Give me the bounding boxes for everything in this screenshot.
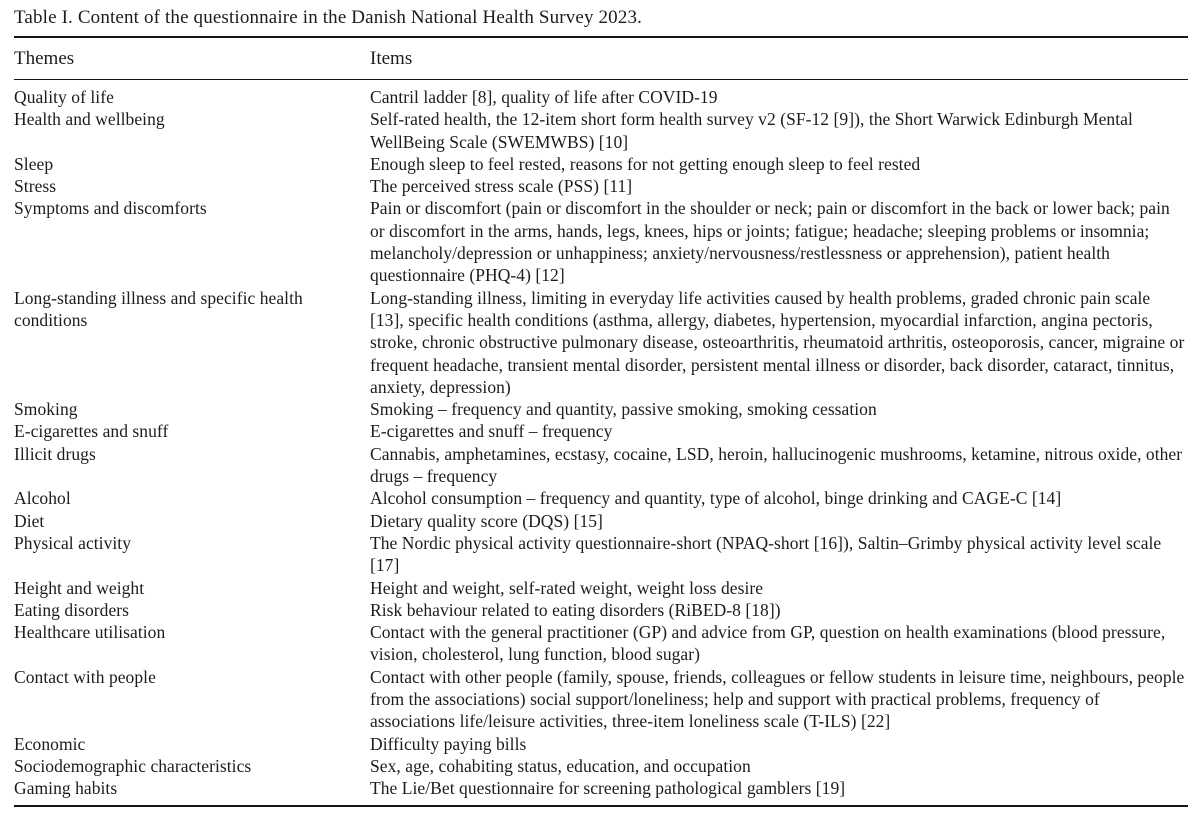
theme-cell: Physical activity [14,532,132,553]
theme-cell: Long-standing illness and specific healt… [14,287,303,330]
theme-cell: Sociodemographic characteristics [14,755,252,776]
questionnaire-content-table: Themes Items Quality of life Cantril lad… [14,36,1188,807]
items-cell: The Nordic physical activity questionnai… [370,532,1162,576]
items-cell: The perceived stress scale (PSS) [11] [370,176,633,197]
theme-cell: Healthcare utilisation [14,622,166,643]
items-cell: Long-standing illness, limiting in every… [370,287,1185,397]
items-cell: Contact with the general practitioner (G… [370,622,1166,665]
theme-cell: Health and wellbeing [14,109,165,130]
table-row: E-cigarettes and snuff E-cigarettes and … [14,420,1188,442]
theme-cell: Smoking [14,399,78,420]
items-cell: Difficulty paying bills [370,733,527,754]
items-cell: Smoking – frequency and quantity, passiv… [370,399,877,420]
theme-cell: Gaming habits [14,778,118,799]
table-row: Long-standing illness and specific healt… [14,287,1188,398]
table-body: Quality of life Cantril ladder [8], qual… [14,80,1188,806]
table-row: Sociodemographic characteristics Sex, ag… [14,755,1188,777]
table-row: Height and weight Height and weight, sel… [14,577,1188,599]
table-row: Diet Dietary quality score (DQS) [15] [14,510,1188,532]
header-row: Themes Items [14,36,1188,80]
theme-cell: Stress [14,176,57,197]
theme-cell: Contact with people [14,666,156,687]
table-title: Table I. Content of the questionnaire in… [14,7,643,28]
theme-cell: Symptoms and discomforts [14,198,207,219]
table-row: Alcohol Alcohol consumption – frequency … [14,487,1188,509]
items-cell: Height and weight, self-rated weight, we… [370,577,764,598]
items-cell: Cannabis, amphetamines, ecstasy, cocaine… [370,443,1183,487]
items-cell: Enough sleep to feel rested, reasons for… [370,153,921,174]
items-cell: The Lie/Bet questionnaire for screening … [370,778,846,799]
table-header: Themes Items [14,36,1188,80]
table-row: Quality of life Cantril ladder [8], qual… [14,80,1188,109]
table-row: Healthcare utilisation Contact with the … [14,621,1188,666]
items-cell: Risk behaviour related to eating disorde… [370,599,781,620]
items-cell: Alcohol consumption – frequency and quan… [370,488,1062,509]
column-header-items: Items [370,36,1188,80]
theme-cell: Quality of life [14,87,114,107]
paper-page: Table I. Content of the questionnaire in… [14,7,1188,807]
table-row: Symptoms and discomforts Pain or discomf… [14,197,1188,286]
items-cell: Dietary quality score (DQS) [15] [370,510,603,531]
table-row: Physical activity The Nordic physical ac… [14,532,1188,577]
table-row: Stress The perceived stress scale (PSS) … [14,175,1188,197]
table-row: Health and wellbeing Self-rated health, … [14,108,1188,153]
theme-cell: Illicit drugs [14,443,96,464]
theme-cell: Diet [14,510,45,531]
table-row: Illicit drugs Cannabis, amphetamines, ec… [14,443,1188,488]
theme-cell: Eating disorders [14,599,130,620]
items-cell: Cantril ladder [8], quality of life afte… [370,87,718,107]
theme-cell: Sleep [14,153,54,174]
theme-cell: Height and weight [14,577,145,598]
items-cell: Pain or discomfort (pain or discomfort i… [370,198,1170,286]
items-cell: Sex, age, cohabiting status, education, … [370,755,751,776]
items-cell: Self-rated health, the 12-item short for… [370,109,1133,152]
items-cell: Contact with other people (family, spous… [370,666,1185,732]
theme-cell: Economic [14,733,86,754]
table-row: Sleep Enough sleep to feel rested, reaso… [14,153,1188,175]
table-row: Contact with people Contact with other p… [14,666,1188,733]
theme-cell: E-cigarettes and snuff [14,421,169,442]
table-row: Gaming habits The Lie/Bet questionnaire … [14,777,1188,805]
items-cell: E-cigarettes and snuff – frequency [370,421,613,442]
theme-cell: Alcohol [14,488,71,509]
table-row: Smoking Smoking – frequency and quantity… [14,398,1188,420]
table-row: Economic Difficulty paying bills [14,733,1188,755]
column-header-themes: Themes [14,36,370,80]
table-row: Eating disorders Risk behaviour related … [14,599,1188,621]
